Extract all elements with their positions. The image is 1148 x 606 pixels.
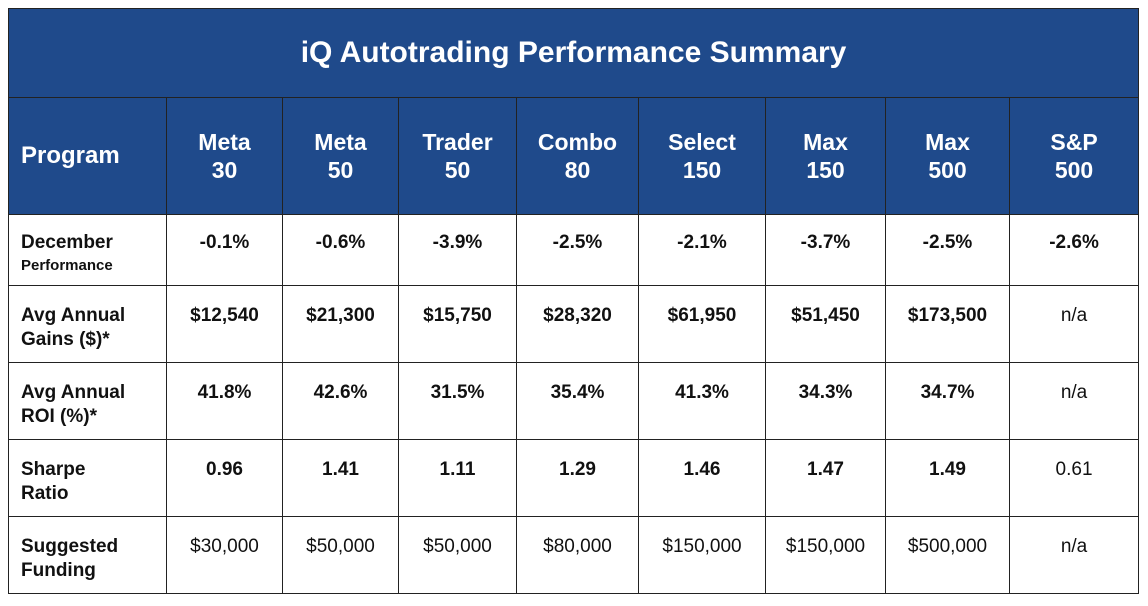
row-label: Avg Annual ROI (%)* [8,362,167,440]
header-line2: 80 [564,157,591,183]
table-cell: 31.5% [398,362,517,440]
header-line1: S&P [1050,129,1098,155]
row-label-line2: Performance [21,257,113,274]
table-cell: $50,000 [398,516,517,594]
header-line2: 30 [211,157,238,183]
table-row-suggested-funding: Suggested Funding $30,000 $50,000 $50,00… [8,516,1140,594]
table-cell: $61,950 [638,285,766,363]
header-max-500: Max 500 [885,97,1010,215]
row-label-line1: Sharpe [21,459,86,480]
header-line1: Combo [537,129,618,155]
table-cell: 1.49 [885,439,1010,517]
table-cell: $21,300 [282,285,399,363]
row-label: Avg Annual Gains ($)* [8,285,167,363]
performance-summary-table: iQ Autotrading Performance Summary Progr… [7,8,1140,594]
table-row-avg-annual-roi: Avg Annual ROI (%)* 41.8% 42.6% 31.5% 35… [8,362,1140,440]
header-line1: Max [925,129,970,155]
row-label: Sharpe Ratio [8,439,167,517]
row-label-line2: ROI (%)* [21,406,97,427]
header-row: Program Meta 30 Meta 50 Trader 50 Combo … [8,97,1140,215]
performance-summary-table-container: iQ Autotrading Performance Summary Progr… [7,8,1140,598]
row-label-line2: Gains ($)* [21,329,110,350]
table-cell: 1.47 [765,439,886,517]
row-label-line2: Funding [21,560,96,581]
table-row-avg-annual-gains: Avg Annual Gains ($)* $12,540 $21,300 $1… [8,285,1140,363]
row-label-line1: Avg Annual [21,382,126,403]
header-meta-30: Meta 30 [166,97,283,215]
header-line2: 500 [1054,157,1094,183]
table-cell: 1.29 [516,439,639,517]
table-cell: $30,000 [166,516,283,594]
table-cell: 42.6% [282,362,399,440]
table-cell: $15,750 [398,285,517,363]
table-cell: $50,000 [282,516,399,594]
header-line2: 150 [682,157,722,183]
table-cell: n/a [1008,362,1140,440]
table-cell: -2.1% [638,214,766,286]
row-label: December Performance [8,214,167,286]
header-line1: Select [668,129,736,155]
header-trader-50: Trader 50 [398,97,517,215]
header-line1: Meta [198,129,251,155]
table-cell: -2.6% [1008,214,1140,286]
table-cell: n/a [1008,285,1140,363]
row-label-line1: Suggested [21,536,119,557]
header-line2: 150 [806,157,845,183]
table-row-december-performance: December Performance -0.1% -0.6% -3.9% -… [8,214,1140,286]
table-cell: 0.96 [166,439,283,517]
table-cell: $80,000 [516,516,639,594]
header-max-150: Max 150 [765,97,886,215]
table-cell: 34.7% [885,362,1010,440]
row-label-line2: Ratio [21,483,69,504]
header-select-150: Select 150 [638,97,766,215]
header-line1: Max [803,129,848,155]
table-title: iQ Autotrading Performance Summary [7,8,1140,98]
table-cell: 0.61 [1008,439,1140,517]
row-label-line1: December [21,232,113,253]
table-cell: 34.3% [765,362,886,440]
row-label-line1: Avg Annual [21,305,126,326]
table-cell: -0.1% [166,214,283,286]
table-cell: -2.5% [885,214,1010,286]
table-cell: $500,000 [885,516,1010,594]
table-cell: 1.11 [398,439,517,517]
header-program: Program [8,97,167,215]
row-label: Suggested Funding [8,516,167,594]
table-cell: 1.41 [282,439,399,517]
title-row: iQ Autotrading Performance Summary [7,8,1140,98]
header-meta-50: Meta 50 [282,97,399,215]
table-cell: 1.46 [638,439,766,517]
header-line2: 500 [928,157,967,183]
header-sp-500: S&P 500 [1008,97,1140,215]
table-cell: -3.7% [765,214,886,286]
table-cell: 41.3% [638,362,766,440]
header-line1: Trader [422,129,493,155]
table-cell: $51,450 [765,285,886,363]
table-cell: -0.6% [282,214,399,286]
table-cell: $150,000 [638,516,766,594]
table-cell: 35.4% [516,362,639,440]
table-row-sharpe-ratio: Sharpe Ratio 0.96 1.41 1.11 1.29 1.46 1.… [8,439,1140,517]
header-line2: 50 [327,157,354,183]
table-cell: -2.5% [516,214,639,286]
table-cell: $150,000 [765,516,886,594]
table-cell: n/a [1008,516,1140,594]
table-cell: -3.9% [398,214,517,286]
table-cell: 41.8% [166,362,283,440]
table-cell: $173,500 [885,285,1010,363]
header-line1: Meta [314,129,367,155]
table-cell: $28,320 [516,285,639,363]
header-line2: 50 [444,157,471,183]
table-cell: $12,540 [166,285,283,363]
header-combo-80: Combo 80 [516,97,639,215]
